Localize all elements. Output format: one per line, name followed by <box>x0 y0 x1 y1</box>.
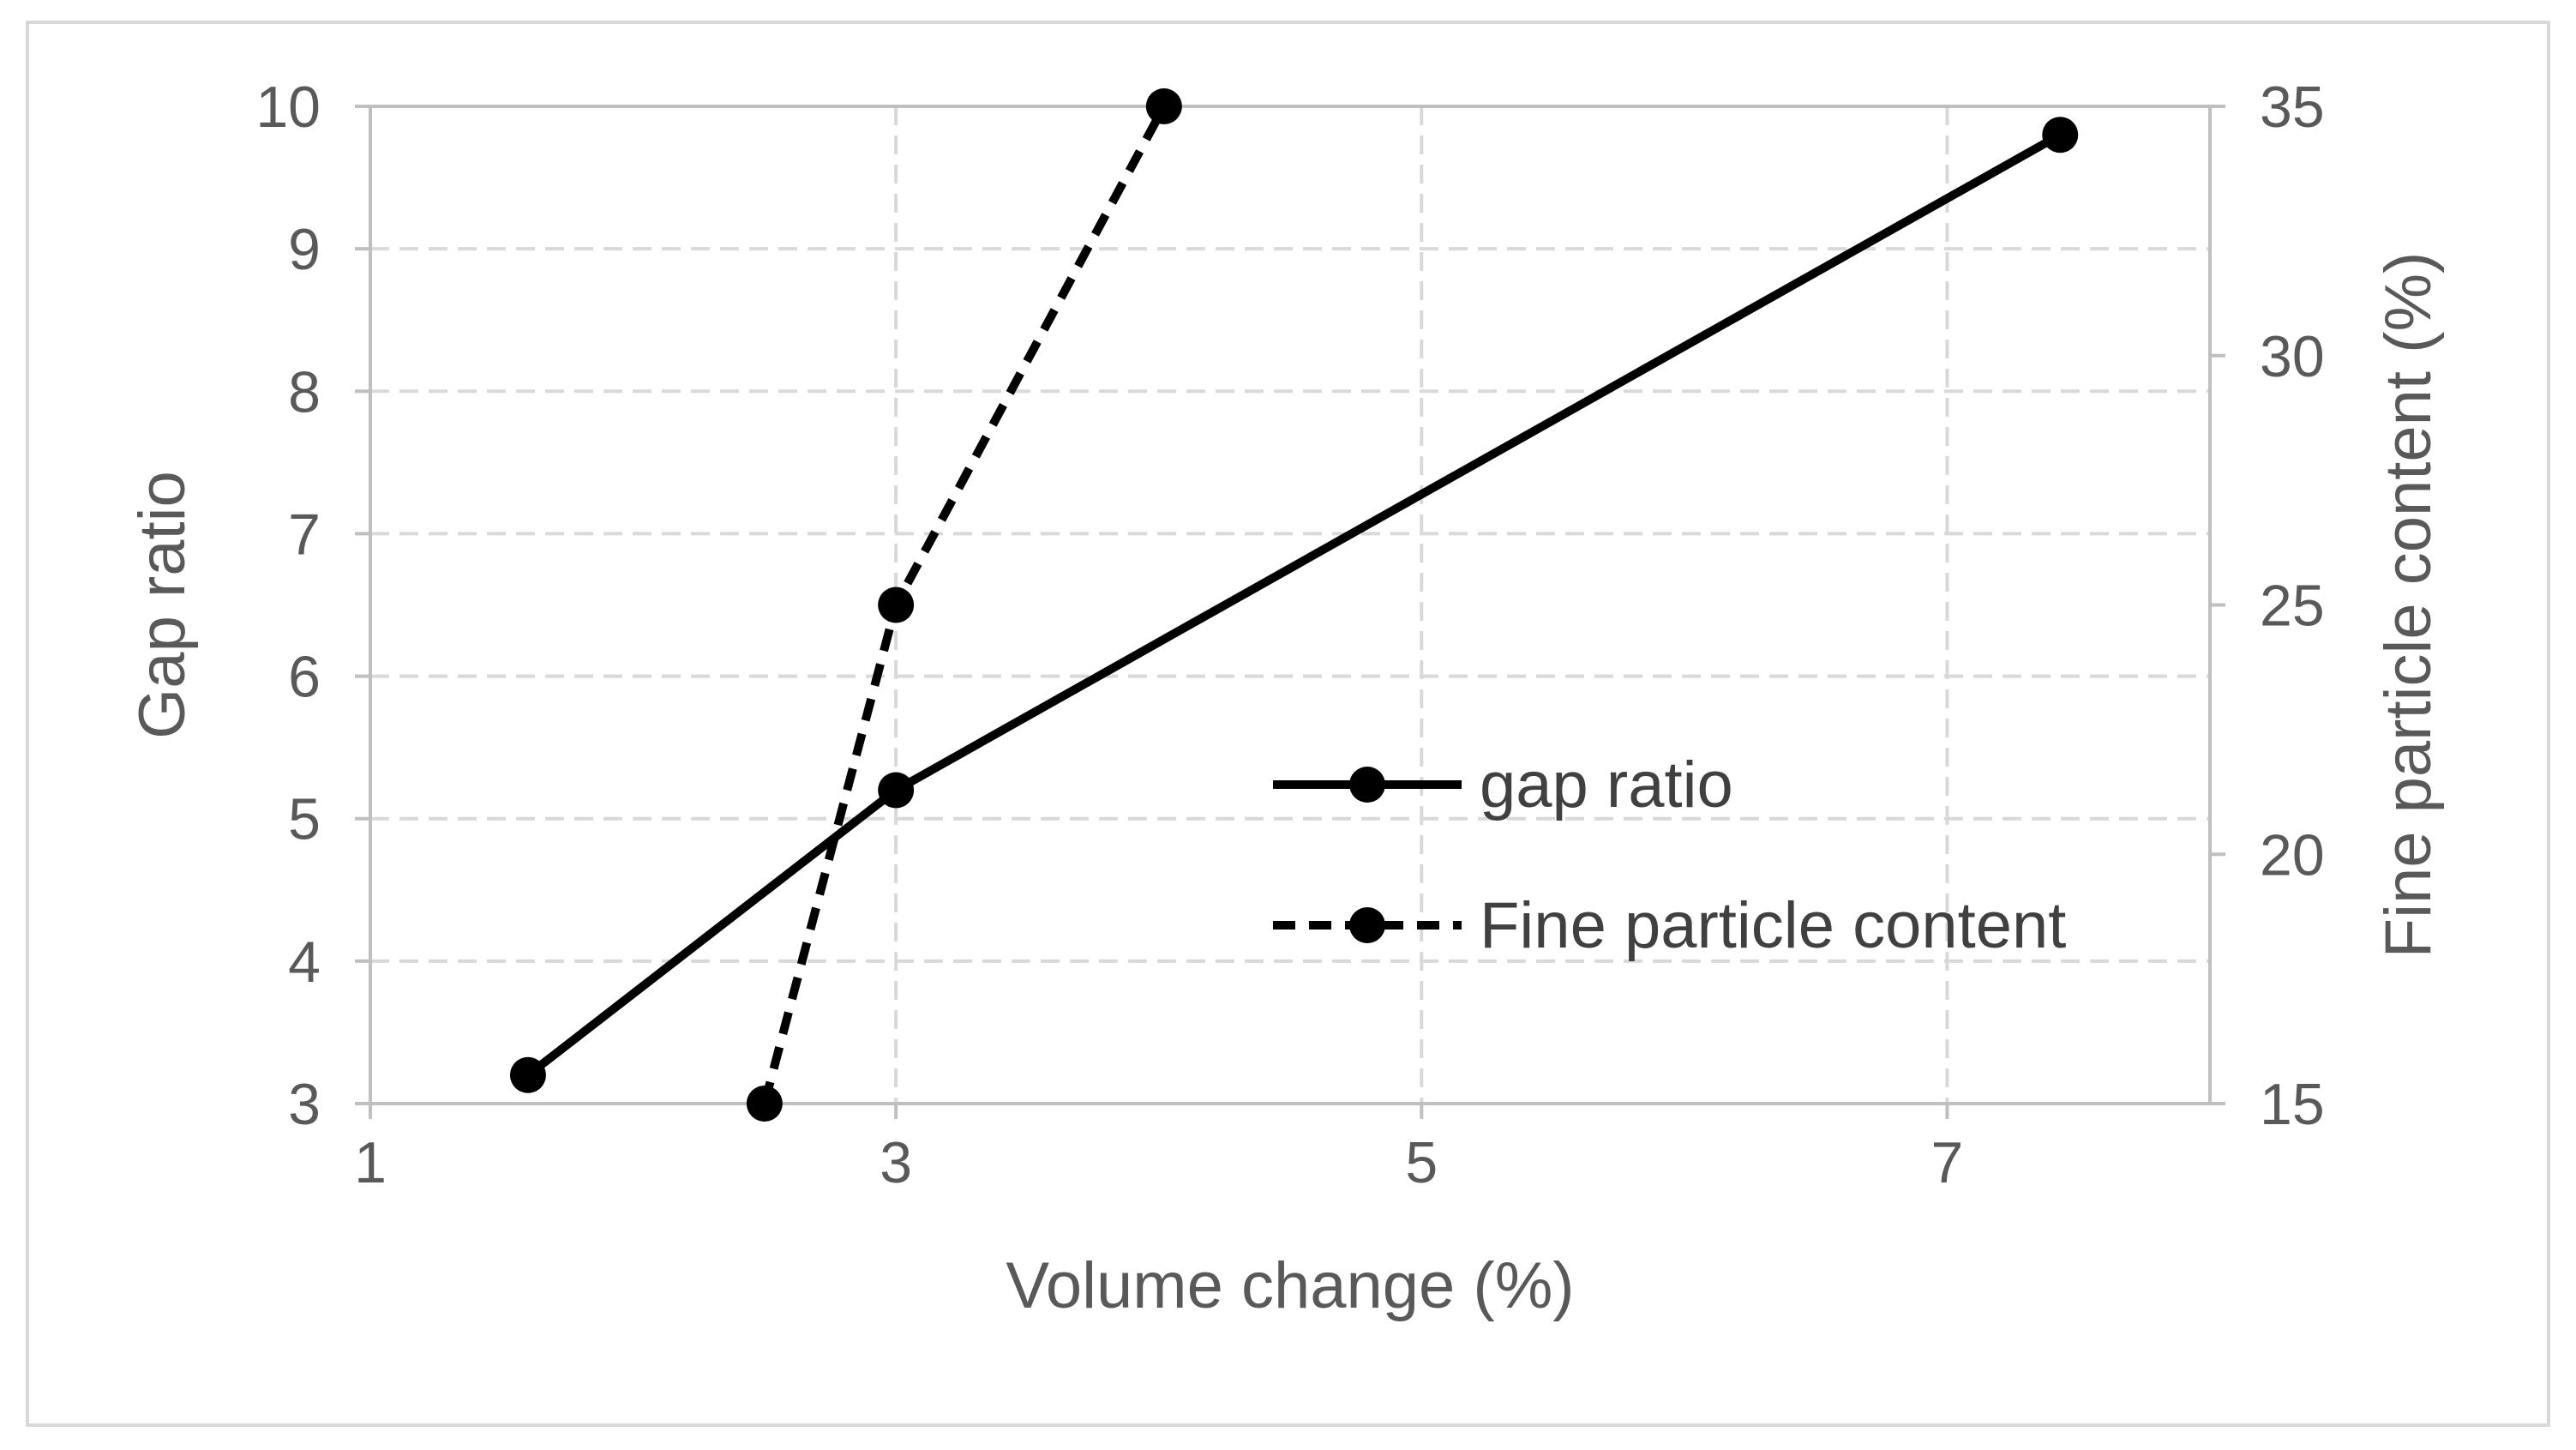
y-tick-label: 8 <box>288 359 321 424</box>
data-point-0 <box>2042 117 2079 153</box>
legend: gap ratio Fine particle content <box>1273 749 2066 962</box>
y-tick-label: 4 <box>288 930 321 995</box>
data-point-1 <box>1145 88 1182 124</box>
series-line-1 <box>760 104 1168 1105</box>
y2-tick-label: 20 <box>2260 822 2325 887</box>
legend-marker-1 <box>1349 907 1385 943</box>
y-tick-label: 9 <box>288 217 321 282</box>
data-point-0 <box>878 772 915 809</box>
x-tick-label: 5 <box>1405 1130 1438 1195</box>
series-layer <box>509 88 2079 1122</box>
legend-marker-0 <box>1349 767 1385 803</box>
x-axis-title: Volume change (%) <box>1006 1249 1574 1322</box>
chart-frame <box>26 21 2550 1427</box>
axes <box>355 105 2225 1119</box>
y2-tick-label: 35 <box>2260 75 2325 140</box>
x-tick-label: 1 <box>354 1130 387 1195</box>
legend-label-1: Fine particle content <box>1480 889 2066 962</box>
y2-axis-title: Fine particle content (%) <box>2372 252 2445 959</box>
data-point-1 <box>746 1086 783 1122</box>
x-tick-label: 7 <box>1931 1130 1964 1195</box>
data-point-0 <box>509 1056 546 1093</box>
x-tick-label: 3 <box>880 1130 912 1195</box>
y-tick-label: 6 <box>288 645 321 710</box>
y2-tick-label: 30 <box>2260 324 2325 389</box>
legend-label-0: gap ratio <box>1480 749 1733 821</box>
y-tick-label: 5 <box>288 787 321 852</box>
y-tick-label: 10 <box>255 75 321 140</box>
y2-tick-label: 15 <box>2260 1072 2325 1137</box>
y-axis-title: Gap ratio <box>126 471 199 739</box>
y2-tick-label: 25 <box>2260 574 2325 639</box>
y-tick-label: 3 <box>288 1072 321 1137</box>
y-tick-label: 7 <box>288 502 321 567</box>
data-point-1 <box>878 587 915 623</box>
